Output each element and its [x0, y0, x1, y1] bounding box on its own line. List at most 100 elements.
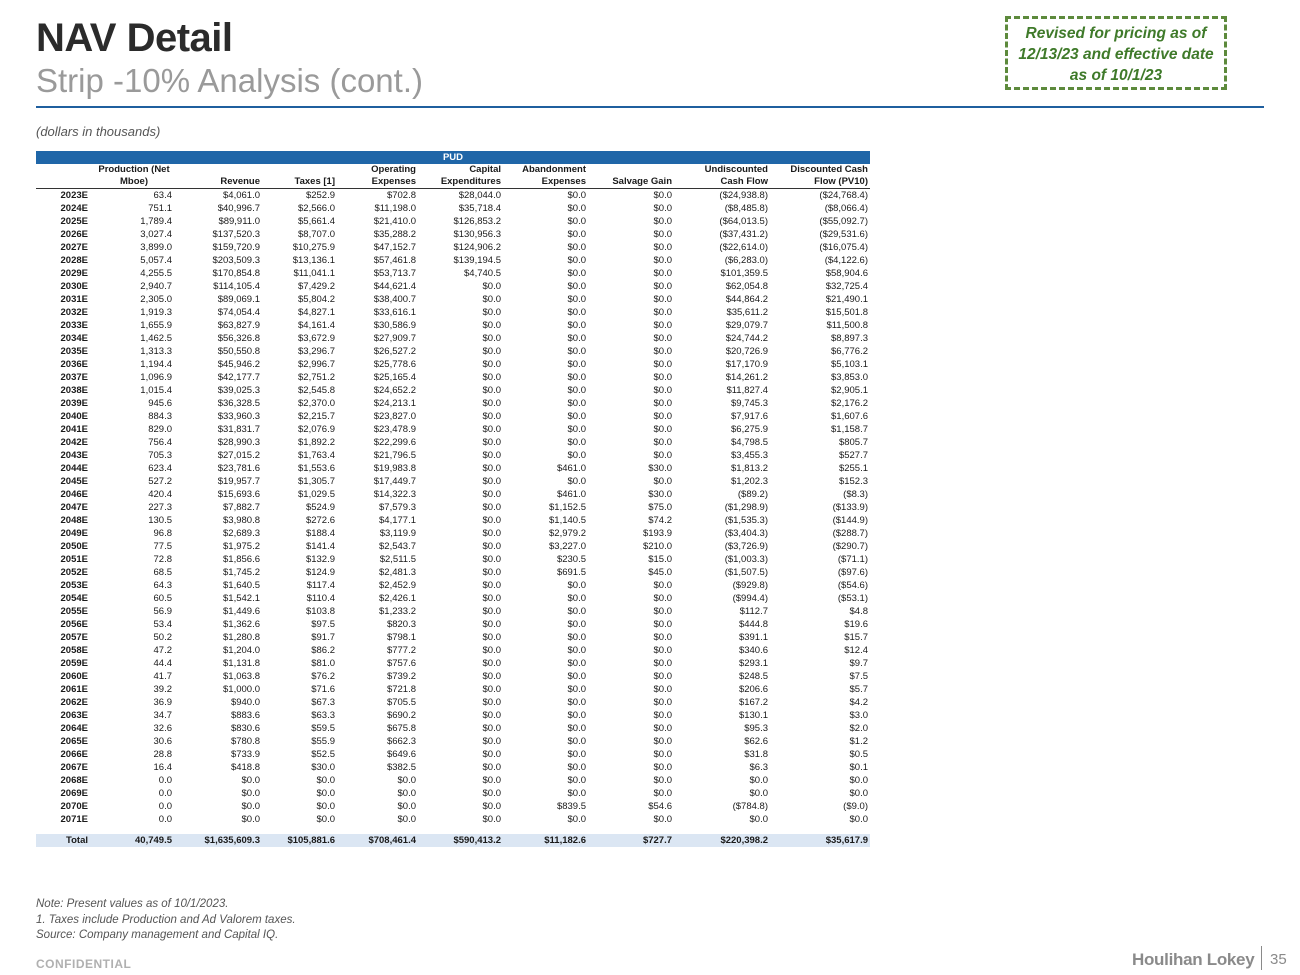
value-cell: $1,362.6	[223, 619, 260, 630]
year-cell: 2063E	[60, 710, 88, 721]
year-cell: 2043E	[60, 450, 88, 461]
value-cell: $0.0	[849, 814, 869, 825]
table-row: 2066E 28.8 $733.9 $52.5 $649.6 $0.0 $0.0 $0.0 $3…	[36, 748, 870, 761]
value-cell: $0.0	[482, 645, 502, 656]
value-cell: $0.0	[653, 632, 673, 643]
year-cell: 2034E	[60, 333, 88, 344]
year-cell: 2065E	[60, 736, 88, 747]
value-cell: $30.0	[311, 762, 335, 773]
value-cell: $91.7	[311, 632, 335, 643]
value-cell: ($4,122.6)	[824, 255, 868, 266]
value-cell: $0.0	[397, 775, 417, 786]
year-cell: 2038E	[60, 385, 88, 396]
year-cell: 2069E	[60, 788, 88, 799]
value-cell: $382.5	[386, 762, 416, 773]
value-cell: $2,511.5	[379, 554, 416, 565]
value-cell: $30,586.9	[373, 320, 416, 331]
table-row: 2047E 227.3 $7,882.7 $524.9 $7,579.3 $0.0 $1,1…	[36, 501, 870, 514]
value-cell: $3,296.7	[298, 346, 335, 357]
value-cell: $0.0	[567, 424, 587, 435]
value-cell: $0.0	[653, 346, 673, 357]
table-row: 2071E 0.0 $0.0 $0.0 $0.0 $0.0 $0.0 $0.0 $0.0 $0.0	[36, 813, 870, 826]
value-cell: 3,027.4	[140, 229, 172, 240]
value-cell: $0.0	[653, 788, 673, 799]
value-cell: $0.0	[482, 671, 502, 682]
value-cell: $0.0	[653, 723, 673, 734]
value-cell: $1,640.5	[223, 580, 260, 591]
value-cell: 64.3	[153, 580, 173, 591]
value-cell: $0.0	[397, 814, 417, 825]
table-row: 2046E 420.4 $15,693.6 $1,029.5 $14,322.3 $0.0…	[36, 488, 870, 501]
table-row: 2070E 0.0 $0.0 $0.0 $0.0 $0.0 $839.5 $54.6 ($784…	[36, 800, 870, 813]
value-cell: $0.0	[482, 307, 502, 318]
value-cell: 30.6	[153, 736, 173, 747]
value-cell: $1,763.4	[298, 450, 335, 461]
value-cell: $2,543.7	[379, 541, 416, 552]
table-row: 2042E 756.4 $28,990.3 $1,892.2 $22,299.6 $0.0…	[36, 436, 870, 449]
value-cell: $59.5	[311, 723, 335, 734]
value-cell: $0.0	[567, 307, 587, 318]
value-cell: $2,905.1	[831, 385, 868, 396]
value-cell: $675.8	[386, 723, 416, 734]
value-cell: 0.0	[158, 788, 172, 799]
value-cell: $940.0	[230, 697, 260, 708]
value-cell: $58,904.6	[825, 268, 868, 279]
value-cell: $527.7	[838, 450, 868, 461]
value-cell: $15.7	[844, 632, 868, 643]
year-cell: 2028E	[60, 255, 88, 266]
value-cell: $0.0	[567, 736, 587, 747]
table-row: 2041E 829.0 $31,831.7 $2,076.9 $23,478.9 $0.0…	[36, 423, 870, 436]
value-cell: $7,882.7	[223, 502, 260, 513]
page-number: 35	[1270, 951, 1287, 968]
value-cell: $0.0	[567, 359, 587, 370]
value-cell: $0.0	[482, 411, 502, 422]
column-header	[36, 176, 94, 189]
year-cell: 2061E	[60, 684, 88, 695]
year-cell: 2035E	[60, 346, 88, 357]
value-cell: $0.0	[482, 398, 502, 409]
table-body: 2023E 63.4 $4,061.0 $252.9 $702.8 $28,044.0 $0…	[36, 189, 870, 847]
value-cell: $0.0	[482, 281, 502, 292]
year-cell: 2054E	[60, 593, 88, 604]
year-cell: 2062E	[60, 697, 88, 708]
value-cell: $0.0	[567, 281, 587, 292]
value-cell: $252.9	[305, 190, 335, 201]
year-cell: 2056E	[60, 619, 88, 630]
value-cell: $0.0	[316, 788, 336, 799]
value-cell: $4,798.5	[731, 437, 768, 448]
column-header: Expenditures	[418, 176, 503, 189]
value-cell: $10,275.9	[292, 242, 335, 253]
value-cell: $40,996.7	[217, 203, 260, 214]
table-row: 2058E 47.2 $1,204.0 $86.2 $777.2 $0.0 $0.0 $0.0…	[36, 644, 870, 657]
value-cell: $30.0	[648, 463, 672, 474]
value-cell: $0.0	[482, 736, 502, 747]
value-cell: $0.0	[482, 684, 502, 695]
value-cell: $2,481.3	[379, 567, 416, 578]
year-cell: 2060E	[60, 671, 88, 682]
value-cell: $0.0	[482, 554, 502, 565]
value-cell: $0.0	[653, 307, 673, 318]
value-cell: ($994.4)	[732, 593, 768, 604]
value-cell: $11,500.8	[826, 320, 868, 331]
value-cell: $0.0	[567, 320, 587, 331]
total-cell: $1,635,609.3	[174, 834, 262, 847]
value-cell: ($71.1)	[837, 554, 868, 565]
column-header: Undiscounted	[704, 164, 768, 175]
value-cell: $7,917.6	[731, 411, 768, 422]
value-cell: $0.0	[653, 333, 673, 344]
value-cell: $461.0	[556, 489, 586, 500]
column-header: Salvage Gain	[588, 176, 674, 189]
value-cell: $1,029.5	[298, 489, 335, 500]
value-cell: $5,804.2	[298, 294, 335, 305]
value-cell: $0.0	[567, 268, 587, 279]
value-cell: ($288.7)	[832, 528, 868, 539]
value-cell: $11,041.1	[293, 268, 335, 279]
value-cell: 1,096.9	[140, 372, 172, 383]
value-cell: ($54.6)	[837, 580, 868, 591]
value-cell: $1,280.8	[223, 632, 260, 643]
total-cell: $11,182.6	[503, 834, 588, 847]
value-cell: $32,725.4	[825, 281, 868, 292]
value-cell: $0.0	[482, 762, 502, 773]
value-cell: $0.5	[849, 749, 869, 760]
column-header: Revenue	[174, 176, 262, 189]
